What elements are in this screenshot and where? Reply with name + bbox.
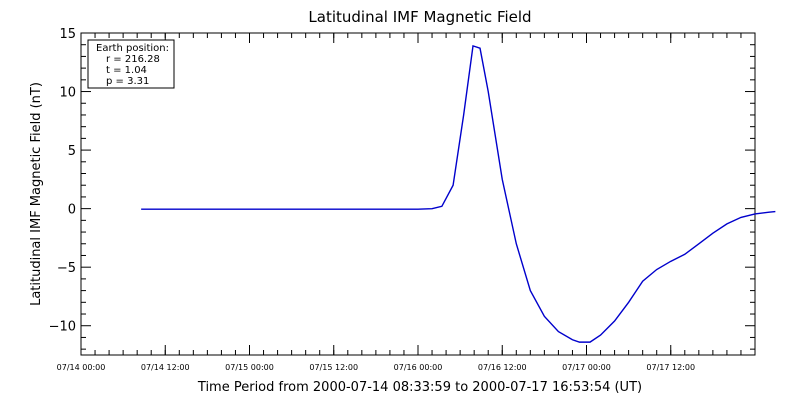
y-tick-label: 10 (59, 86, 76, 101)
y-axis-ticks: 15 10 5 0 −5 −10 (49, 27, 755, 350)
chart-title: Latitudinal IMF Magnetic Field (308, 8, 531, 26)
x-tick-label: 07/15 12:00 (309, 363, 358, 372)
y-tick-label: 0 (68, 203, 76, 218)
legend-box (87, 39, 175, 89)
series-line (141, 44, 776, 343)
series-group (141, 44, 776, 343)
y-tick-label: 5 (68, 144, 76, 159)
legend-heading: Earth position: (96, 43, 169, 54)
x-axis-ticks: 07/14 00:00 07/14 12:00 07/15 00:00 07/15 1… (57, 33, 756, 372)
y-tick-label: −10 (49, 320, 76, 335)
plot-frame (80, 32, 756, 356)
x-tick-label: 07/17 00:00 (562, 363, 611, 372)
y-tick-label: −5 (57, 261, 76, 276)
legend: Earth position: r = 216.28 t = 1.04 p = … (87, 39, 175, 89)
x-tick-label: 07/16 12:00 (478, 363, 527, 372)
x-tick-label: 07/14 00:00 (57, 363, 106, 372)
x-tick-label: 07/14 12:00 (141, 363, 190, 372)
y-tick-label: 15 (59, 27, 76, 42)
x-tick-label: 07/16 00:00 (394, 363, 443, 372)
x-axis-label: Time Period from 2000-07-14 08:33:59 to … (197, 380, 642, 395)
legend-line-r: r = 216.28 (106, 54, 160, 65)
x-tick-label: 07/15 00:00 (225, 363, 274, 372)
x-tick-label: 07/17 12:00 (646, 363, 695, 372)
legend-line-p: p = 3.31 (106, 76, 149, 87)
legend-line-t: t = 1.04 (106, 65, 147, 76)
y-axis-label: Latitudinal IMF Magnetic Field (nT) (29, 82, 44, 306)
